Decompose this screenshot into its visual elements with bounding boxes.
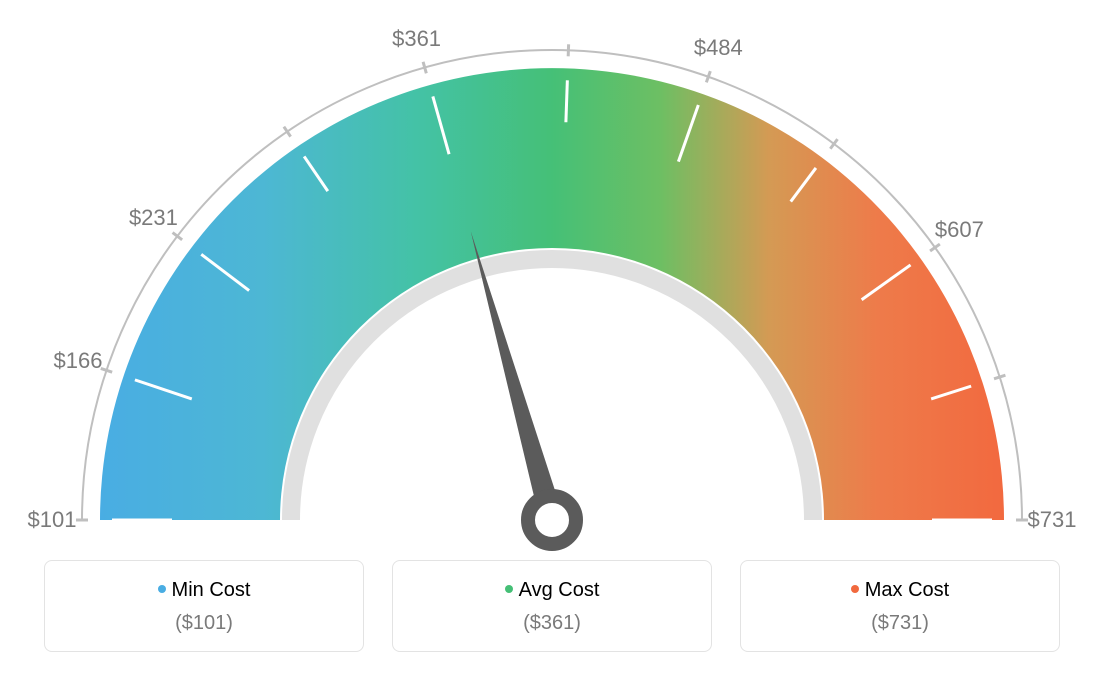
gauge-tick-label: $484 [694,35,743,61]
dot-icon [505,585,513,593]
legend-title-text: Max Cost [865,579,949,601]
dot-icon [158,585,166,593]
dot-icon [851,585,859,593]
legend-title-avg: Avg Cost [403,579,701,602]
legend-title-min: Min Cost [55,579,353,602]
gauge-svg [0,0,1104,560]
gauge-chart: $101 $166 $231 $361 $484 $607 $731 [0,0,1104,560]
legend-row: Min Cost ($101) Avg Cost ($361) Max Cost… [0,560,1104,652]
gauge-tick-label: $361 [392,26,441,52]
legend-value-avg: ($361) [403,612,701,635]
gauge-tick-label: $731 [1028,507,1077,533]
legend-value-max: ($731) [751,612,1049,635]
legend-card-min: Min Cost ($101) [44,560,364,652]
legend-title-max: Max Cost [751,579,1049,602]
gauge-tick-label: $166 [54,348,103,374]
legend-value-min: ($101) [55,612,353,635]
gauge-tick-label: $231 [129,205,178,231]
legend-card-max: Max Cost ($731) [740,560,1060,652]
legend-title-text: Avg Cost [519,579,600,601]
gauge-tick-label: $101 [28,507,77,533]
gauge-tick-label: $607 [935,217,984,243]
legend-title-text: Min Cost [172,579,251,601]
legend-card-avg: Avg Cost ($361) [392,560,712,652]
